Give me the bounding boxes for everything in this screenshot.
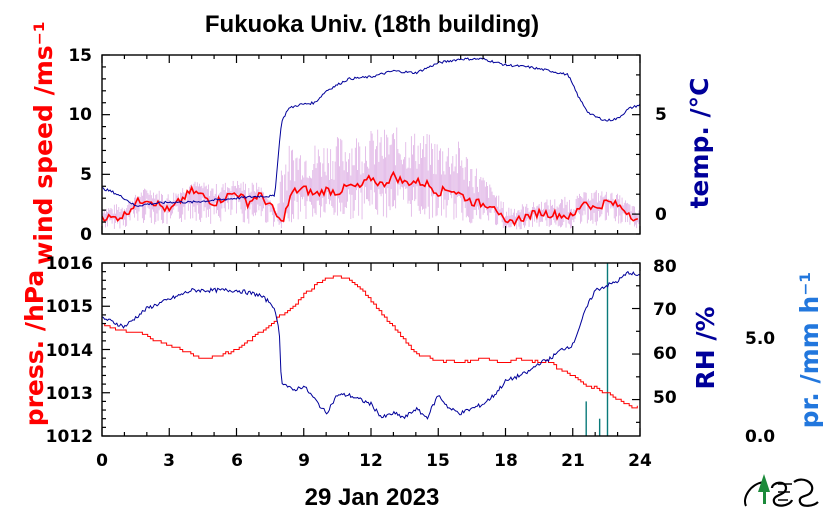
top-panel: 0 5 10 15 0 5 wind speed /ms⁻¹ temp. /°C	[29, 21, 714, 265]
bottom-panel: 1012 1013 1014 1015 1016 50 60 70 80 5.0…	[20, 254, 824, 511]
humidity-line	[102, 270, 640, 420]
rh-axis-label: RH /%	[691, 306, 720, 389]
wind-tick-5: 5	[80, 165, 92, 185]
x-tick-12: 12	[359, 451, 383, 471]
x-tick-9: 9	[298, 451, 310, 471]
press-axis-label: press. /hPa	[20, 270, 49, 427]
precip-axis-label: pr. /mm h⁻¹	[795, 272, 824, 429]
wind-tick-10: 10	[68, 105, 92, 125]
temp-tick-0: 0	[655, 205, 667, 225]
rh-tick-70: 70	[653, 300, 677, 320]
press-tick-1013: 1013	[46, 384, 93, 404]
x-tick-15: 15	[426, 451, 450, 471]
precip-tick-0: 0.0	[745, 427, 775, 447]
temperature-line	[102, 57, 640, 207]
temp-tick-5: 5	[655, 105, 667, 125]
precip-tick-5: 5.0	[745, 329, 775, 349]
wind-tick-0: 0	[80, 225, 92, 245]
wind-axis-label: wind speed /ms⁻¹	[29, 21, 58, 265]
x-tick-3: 3	[163, 451, 175, 471]
rh-tick-60: 60	[653, 344, 677, 364]
temp-axis-label: temp. /°C	[685, 77, 714, 208]
x-tick-24: 24	[628, 451, 652, 471]
x-tick-6: 6	[231, 451, 243, 471]
press-tick-1015: 1015	[46, 297, 93, 317]
x-tick-0: 0	[96, 451, 108, 471]
press-tick-1016: 1016	[46, 254, 93, 274]
x-axis-label: 29 Jan 2023	[305, 484, 440, 511]
rh-tick-50: 50	[653, 388, 677, 408]
chart-title: Fukuoka Univ. (18th building)	[205, 11, 539, 38]
institution-logo	[744, 474, 819, 507]
x-tick-18: 18	[494, 451, 518, 471]
wind-mean-line	[102, 170, 639, 227]
wind-gust-series	[102, 127, 640, 230]
pressure-line	[102, 275, 638, 409]
press-tick-1014: 1014	[46, 341, 93, 361]
rh-tick-80: 80	[653, 257, 677, 277]
press-tick-1012: 1012	[46, 427, 93, 447]
x-tick-21: 21	[561, 451, 585, 471]
wind-tick-15: 15	[68, 46, 92, 66]
